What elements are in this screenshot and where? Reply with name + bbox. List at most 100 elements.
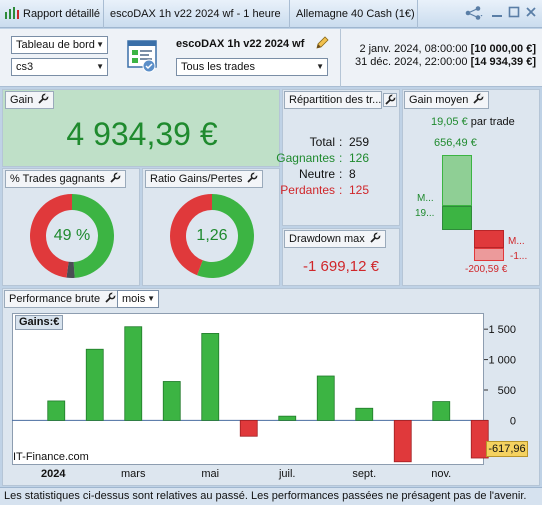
close-icon[interactable]: [523, 6, 539, 22]
win-rate-label: % Trades gagnants: [10, 173, 105, 185]
disclaimer-text: Les statistiques ci-dessus sont relative…: [4, 490, 527, 502]
avg-gain-panel: Gain moyen 19,05 € par trade 656,49 € M.…: [402, 89, 540, 286]
disclaimer-bar: Les statistiques ci-dessus sont relative…: [0, 487, 542, 505]
winners-value: 126: [349, 151, 370, 165]
bar-janv.[interactable]: [47, 400, 66, 421]
distribution-label: Répartition des tr...: [289, 94, 382, 106]
win-rate-donut: [29, 194, 115, 278]
x-tick-label: sept.: [352, 468, 376, 480]
gain-panel-header: Gain: [5, 91, 55, 109]
view-select-value: Tableau de bord: [16, 39, 95, 51]
win-rate-loss-segment: [29, 194, 72, 278]
bar-déc.[interactable]: [470, 420, 489, 459]
y-tick-label: 500: [498, 385, 516, 397]
period-select[interactable]: mois ▼: [117, 290, 159, 308]
y-tick-label: 1 500: [488, 324, 516, 336]
x-tick-label: nov.: [431, 468, 451, 480]
title-bar: Rapport détaillé escoDAX 1h v22 2024 wf …: [0, 0, 542, 28]
avg-loss-side-label: M...: [508, 236, 525, 247]
wrench-icon[interactable]: [104, 292, 116, 304]
win-rate-header: % Trades gagnants: [5, 170, 126, 188]
ratio-donut: [169, 194, 254, 278]
chevron-down-icon: ▼: [96, 40, 104, 49]
avg-win-side-label-2: 19...: [415, 208, 435, 219]
ratio-gain-segment: [197, 194, 254, 278]
bar-août[interactable]: [316, 375, 335, 421]
avg-win-light-bar: [442, 155, 472, 206]
ratio-value: 1,26: [196, 227, 228, 244]
avg-win-bar: [442, 206, 472, 230]
instrument-tab-label: Allemagne 40 Cash (1€): [296, 8, 415, 20]
neutral-sep: :: [339, 167, 343, 181]
strategy-window-icon[interactable]: [124, 38, 160, 74]
chart-logo-icon: [5, 7, 19, 19]
bar-mars[interactable]: [124, 326, 143, 421]
performance-header: Performance brute: [4, 290, 122, 308]
wrench-icon[interactable]: [369, 232, 381, 244]
maximize-icon[interactable]: [506, 6, 522, 22]
winners-label: Gagnantes: [276, 151, 335, 165]
neutral-label: Neutre: [298, 167, 335, 181]
x-tick-label: 2024: [41, 468, 66, 480]
avg-loss-light-bar: [474, 248, 504, 261]
wrench-icon[interactable]: [109, 172, 121, 184]
bar-avr.[interactable]: [162, 381, 181, 421]
minimize-icon[interactable]: [489, 6, 505, 22]
report-title: Rapport détaillé: [23, 8, 101, 20]
period-start: 2 janv. 2024, 08:00:00 [10 000,00 €]: [359, 43, 536, 55]
x-tick-label: mars: [121, 468, 146, 480]
bar-févr.[interactable]: [85, 348, 104, 421]
total-value: 259: [349, 135, 370, 149]
drawdown-panel: Drawdown max -1 699,12 €: [282, 228, 400, 286]
edit-pencil-icon[interactable]: [314, 35, 330, 51]
wrench-icon[interactable]: [383, 93, 397, 107]
bar-nov.[interactable]: [432, 401, 451, 421]
avg-per-trade-label: par trade: [470, 116, 515, 128]
share-icon[interactable]: [464, 6, 484, 22]
ratio-header: Ratio Gains/Pertes: [145, 170, 264, 188]
gain-label: Gain: [10, 94, 34, 106]
losers-sep: :: [339, 183, 343, 197]
performance-label: Performance brute: [9, 293, 101, 305]
total-sep: :: [339, 135, 343, 149]
trades-filter-value: Tous les trades: [181, 61, 255, 73]
report-tab[interactable]: Rapport détaillé: [0, 0, 104, 28]
win-rate-value: 49 %: [53, 227, 91, 244]
bar-juil.[interactable]: [278, 415, 297, 421]
period-select-value: mois: [122, 293, 146, 305]
wrench-icon[interactable]: [472, 93, 484, 105]
win-rate-neutral-segment: [66, 261, 75, 278]
chevron-down-icon: ▼: [96, 62, 104, 71]
wrench-icon[interactable]: [37, 93, 49, 105]
series-label: Gains:: [19, 316, 54, 328]
wrench-icon[interactable]: [246, 172, 258, 184]
series-unit: €: [53, 316, 60, 328]
toolbar-divider: [340, 29, 341, 87]
bar-mai[interactable]: [201, 333, 220, 421]
distribution-header: Répartition des tr...: [284, 91, 382, 109]
strategy-tab[interactable]: escoDAX 1h v22 2024 wf - 1 heure: [104, 0, 290, 28]
strategy-tab-label: escoDAX 1h v22 2024 wf - 1 heure: [110, 8, 281, 20]
series-legend: Gains:€: [15, 315, 64, 330]
avg-loss-bar: [474, 230, 504, 248]
x-tick-label: mai: [201, 468, 219, 480]
ratio-label: Ratio Gains/Pertes: [150, 173, 243, 185]
view-select[interactable]: Tableau de bord ▼: [11, 36, 108, 54]
end-date: 31 déc. 2024, 22:00:00: [354, 56, 468, 68]
neutral-value: 8: [349, 167, 356, 181]
avg-loss-value: -200,59 €: [465, 264, 508, 275]
ratio-loss-segment: [169, 194, 212, 276]
bar-oct.[interactable]: [393, 420, 412, 463]
losers-value: 125: [349, 183, 370, 197]
gain-panel: Gain 4 934,39 €: [2, 89, 280, 167]
profile-select[interactable]: cs3 ▼: [11, 58, 108, 76]
trades-filter-select[interactable]: Tous les trades ▼: [176, 58, 328, 76]
win-rate-gain-segment: [72, 194, 115, 278]
avg-per-trade: 19,05 € par trade: [431, 116, 515, 128]
bar-juin[interactable]: [239, 420, 258, 437]
bar-sept.[interactable]: [355, 407, 374, 421]
avg-gain-label: Gain moyen: [409, 94, 469, 106]
watermark: IT-Finance.com: [13, 451, 89, 463]
instrument-tab[interactable]: Allemagne 40 Cash (1€): [290, 0, 418, 28]
